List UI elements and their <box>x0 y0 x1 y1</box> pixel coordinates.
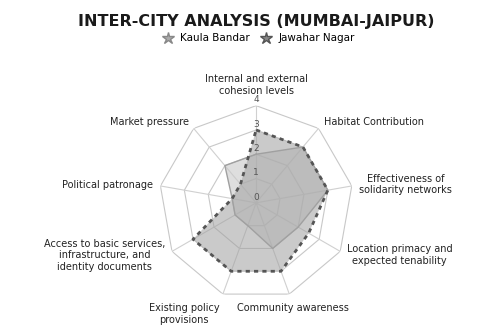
Text: Effectiveness of
solidarity networks: Effectiveness of solidarity networks <box>360 174 452 195</box>
Text: Internal and external
cohesion levels: Internal and external cohesion levels <box>204 74 308 96</box>
Text: Existing policy
provisions: Existing policy provisions <box>149 303 220 325</box>
Polygon shape <box>193 130 328 271</box>
Text: 0: 0 <box>253 193 259 202</box>
Text: Market pressure: Market pressure <box>110 117 188 127</box>
Text: Habitat Contribution: Habitat Contribution <box>324 117 424 127</box>
Text: 4: 4 <box>254 95 259 105</box>
Polygon shape <box>225 147 328 248</box>
Text: Community awareness: Community awareness <box>236 303 348 313</box>
Text: Location primacy and
expected tenability: Location primacy and expected tenability <box>347 245 453 266</box>
Text: 3: 3 <box>253 120 259 129</box>
Text: Access to basic services,
infrastructure, and
identity documents: Access to basic services, infrastructure… <box>44 239 165 272</box>
Text: 1: 1 <box>253 168 259 177</box>
Text: Political patronage: Political patronage <box>62 180 153 190</box>
Text: 2: 2 <box>254 144 259 153</box>
Legend: Kaula Bandar, Jawahar Nagar: Kaula Bandar, Jawahar Nagar <box>154 29 359 48</box>
Title: INTER-CITY ANALYSIS (MUMBAI-JAIPUR): INTER-CITY ANALYSIS (MUMBAI-JAIPUR) <box>78 14 434 29</box>
